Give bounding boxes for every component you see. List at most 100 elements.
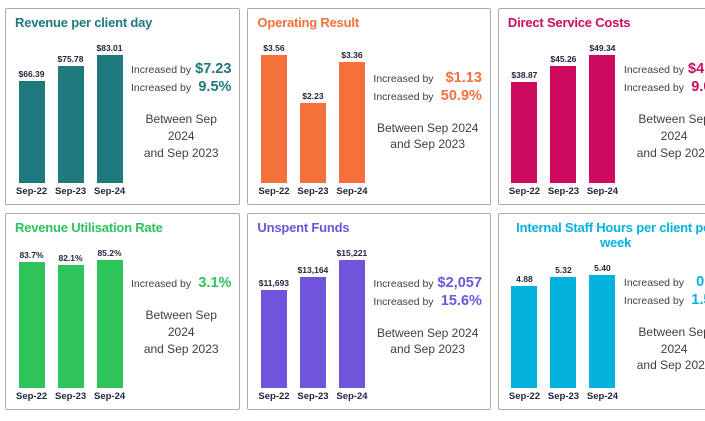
bar-group: $66.39	[16, 35, 47, 183]
increase-line: Increased by $7.23	[131, 61, 231, 77]
bar-value-label: $66.39	[18, 69, 45, 79]
period-text: Between Sep 2024 and Sep 2023	[131, 307, 231, 357]
x-axis-labels: Sep-22 Sep-23 Sep-24	[14, 186, 126, 197]
panel-title: Operating Result	[257, 15, 359, 30]
kpi-stats: Increased by $7.23 Increased by 9.5% Bet…	[126, 35, 231, 197]
increase-label: Increased by	[623, 294, 685, 307]
bar-chart: $11,693 $13,164 $15,221 Sep-22 Sep-23	[256, 240, 368, 402]
panel-unspent-funds: Unspent Funds $11,693 $13,164 $15,221	[247, 213, 491, 410]
increase-line: Increased by 9.0%	[624, 79, 705, 95]
increase-value: $1.13	[445, 69, 482, 86]
bar-value-label: $3.36	[341, 50, 363, 60]
bar-value-label: 5.32	[555, 265, 572, 275]
bar-group: $2.23	[297, 35, 328, 183]
increase-value: 15.6%	[440, 292, 482, 309]
bar-value-label: $2.23	[302, 91, 324, 101]
period-text: Between Sep 2024 and Sep 2023	[373, 325, 481, 359]
increase-label: Increased by	[131, 278, 192, 291]
panel-title: Direct Service Costs	[507, 15, 631, 30]
bar-chart: $3.56 $2.23 $3.36 Sep-22 Sep-23 Se	[256, 35, 368, 197]
bar	[57, 66, 84, 183]
increase-line: Increased by $4.08	[624, 61, 705, 77]
bar-group: 5.32	[548, 255, 579, 388]
x-axis-label: Sep-24	[94, 186, 126, 197]
bar-value-label: $83.01	[96, 43, 123, 53]
kpi-stats: Increased by $2,057 Increased by 15.6% B…	[368, 240, 481, 402]
bar	[338, 62, 365, 183]
bar-value-label: 5.40	[594, 263, 611, 273]
x-axis-label: Sep-24	[94, 391, 126, 402]
x-axis-labels: Sep-22 Sep-23 Sep-24	[507, 186, 619, 197]
increase-value: 9.0%	[691, 79, 705, 96]
period-line: and Sep 2023	[390, 342, 466, 357]
period-text: Between Sep 2024 and Sep 2023	[624, 111, 705, 161]
bar	[589, 55, 616, 183]
increase-line: Increased by 3.1%	[131, 275, 231, 291]
bar	[299, 277, 326, 388]
x-axis-label: Sep-23	[55, 186, 87, 197]
x-axis-label: Sep-24	[586, 391, 619, 402]
bar-value-label: $3.56	[263, 43, 285, 53]
bars-area: 83.7% 82.1% 85.2%	[14, 240, 126, 388]
x-axis-label: Sep-22	[258, 186, 290, 197]
x-axis-labels: Sep-22 Sep-23 Sep-24	[256, 186, 368, 197]
x-axis-label: Sep-24	[336, 186, 368, 197]
kpi-stats: Increased by 0.08 Increased by 1.5% Betw…	[619, 255, 705, 402]
x-axis-label: Sep-24	[586, 186, 619, 197]
increase-value: 50.9%	[440, 87, 482, 104]
panel-body: $11,693 $13,164 $15,221 Sep-22 Sep-23	[256, 240, 481, 402]
bar-value-label: 82.1%	[58, 253, 83, 263]
panel-title: Internal Staff Hours per client per week	[516, 220, 705, 250]
x-axis-label: Sep-23	[547, 391, 580, 402]
panel-body: $38.87 $45.26 $49.34 Sep-22 Sep-23	[507, 35, 705, 197]
bar-group: 83.7%	[16, 240, 47, 388]
period-line: Between Sep 2024	[376, 325, 479, 340]
x-axis-label: Sep-23	[297, 391, 329, 402]
increase-label: Increased by	[373, 90, 434, 103]
bars-area: $11,693 $13,164 $15,221	[256, 240, 368, 388]
bars-area: $66.39 $75.78 $83.01	[14, 35, 126, 183]
bar-group: $75.78	[55, 35, 86, 183]
increase-label: Increased by	[131, 82, 192, 95]
x-axis-label: Sep-23	[297, 186, 329, 197]
increase-line: Increased by 1.5%	[624, 292, 705, 308]
bar	[260, 290, 287, 388]
increase-label: Increased by	[623, 82, 685, 95]
x-axis-label: Sep-24	[336, 391, 368, 402]
bar-group: 82.1%	[55, 240, 86, 388]
increase-value: $4.08	[688, 61, 705, 78]
period-text: Between Sep 2024 and Sep 2023	[373, 120, 481, 154]
bar-group: $38.87	[509, 35, 540, 183]
x-axis-label: Sep-22	[16, 186, 48, 197]
x-axis-labels: Sep-22 Sep-23 Sep-24	[507, 391, 619, 402]
bar	[57, 265, 84, 388]
increase-value: $7.23	[195, 61, 232, 78]
bar-group: $83.01	[94, 35, 125, 183]
period-line: and Sep 2023	[636, 358, 705, 373]
panel-internal-staff-hours: Internal Staff Hours per client per week…	[497, 213, 705, 410]
period-line: and Sep 2023	[143, 145, 219, 160]
increase-line: Increased by 9.5%	[131, 79, 231, 95]
increase-line: Increased by $2,057	[373, 275, 481, 291]
bar	[96, 260, 123, 388]
increase-label: Increased by	[373, 277, 434, 290]
bar-value-label: $11,693	[258, 278, 290, 288]
kpi-stats: Increased by 3.1% Between Sep 2024 and S…	[126, 240, 231, 402]
kpi-stats: Increased by $4.08 Increased by 9.0% Bet…	[619, 35, 705, 197]
bar-chart: 83.7% 82.1% 85.2% Sep-22 Sep-23 Se	[14, 240, 126, 402]
bar-value-label: $38.87	[511, 70, 538, 80]
x-axis-label: Sep-23	[547, 186, 580, 197]
panel-title: Revenue per client day	[15, 15, 153, 30]
increase-line: Increased by 15.6%	[373, 293, 481, 309]
increase-line: Increased by 0.08	[624, 274, 705, 290]
increase-value: 9.5%	[198, 79, 232, 96]
increase-value: 3.1%	[198, 275, 232, 292]
increase-value: $2,057	[437, 274, 482, 291]
bar-value-label: 83.7%	[19, 250, 44, 260]
bar-value-label: $75.78	[57, 54, 84, 64]
x-axis-label: Sep-22	[508, 391, 541, 402]
increase-value: 1.5%	[691, 291, 705, 308]
bar	[96, 55, 123, 183]
panel-body: $3.56 $2.23 $3.36 Sep-22 Sep-23 Se	[256, 35, 481, 197]
